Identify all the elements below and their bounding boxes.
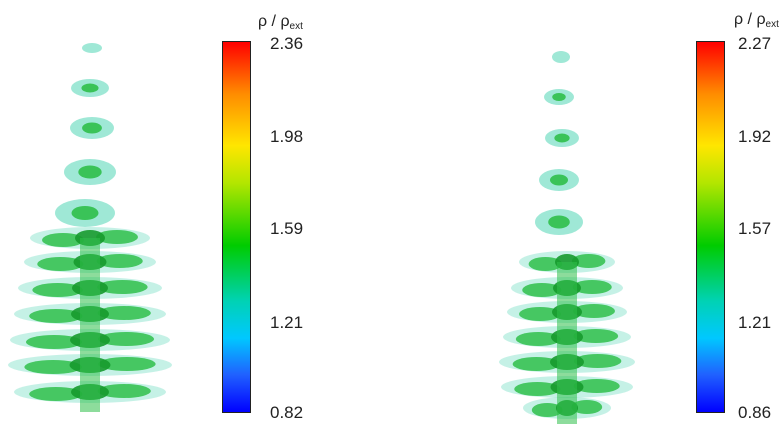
row-right	[97, 306, 151, 320]
row-left	[531, 403, 563, 417]
blob-inner	[81, 83, 99, 93]
row-left	[24, 360, 82, 374]
row-right	[573, 354, 622, 368]
right-jet-blobs	[499, 51, 635, 424]
left-colorbar-tick-max: 2.36	[270, 34, 304, 53]
right-colorbar-tick-min: 0.86	[738, 403, 772, 422]
row-right	[571, 400, 603, 414]
left-colorbar-tick-4: 1.21	[270, 313, 304, 332]
row-left	[528, 257, 563, 271]
right-colorbar-tick-3: 1.57	[738, 219, 772, 238]
row-left	[514, 382, 561, 396]
blob-outer	[552, 51, 570, 63]
row-right	[573, 329, 619, 343]
right-colorbar-tick-2: 1.92	[738, 127, 772, 146]
row-left	[512, 357, 561, 371]
right-colorbar-title: ρ / ρext	[734, 11, 779, 30]
blob-inner	[552, 93, 566, 101]
row-right	[573, 304, 615, 318]
blob-inner	[550, 174, 568, 186]
left-colorbar-tick-min: 0.82	[270, 403, 304, 422]
blob-inner	[71, 206, 99, 220]
row-right	[97, 280, 148, 294]
blob-inner	[78, 165, 102, 179]
right-isosurface-render	[499, 51, 635, 424]
left-colorbar-title: ρ / ρext	[258, 13, 303, 32]
right-colorbar	[696, 41, 725, 413]
right-colorbar-tick-4: 1.21	[738, 313, 772, 332]
right-colorbar-tick-max: 2.27	[738, 34, 772, 53]
row-left	[29, 309, 83, 323]
jet-trunk	[80, 238, 100, 412]
row-right	[573, 379, 620, 393]
left-jet-blobs	[8, 43, 172, 412]
row-left	[42, 233, 84, 247]
blob-outer	[82, 43, 102, 53]
left-isosurface-render	[8, 43, 172, 412]
row-left	[519, 307, 561, 321]
row-right	[571, 254, 606, 268]
blob-inner	[82, 122, 102, 134]
left-density-plot: ρ / ρext 2.36 1.98 1.59 1.21 0.82	[8, 13, 304, 422]
row-left	[32, 283, 83, 297]
left-colorbar	[222, 41, 251, 413]
right-density-plot: ρ / ρext 2.27 1.92 1.57 1.21 0.86	[392, 0, 783, 424]
row-right	[96, 230, 138, 244]
row-left	[522, 283, 562, 297]
row-left	[515, 332, 561, 346]
left-colorbar-tick-2: 1.98	[270, 127, 304, 146]
jet-trunk	[557, 262, 577, 424]
row-right	[96, 254, 143, 268]
left-colorbar-tick-3: 1.59	[270, 219, 304, 238]
row-right	[98, 357, 156, 371]
row-right	[98, 332, 154, 346]
row-left	[37, 257, 84, 271]
row-left	[29, 387, 83, 401]
blob-inner	[554, 133, 570, 143]
row-right	[97, 384, 151, 398]
row-left	[26, 335, 82, 349]
blob-inner	[548, 215, 570, 229]
row-right	[572, 280, 612, 294]
